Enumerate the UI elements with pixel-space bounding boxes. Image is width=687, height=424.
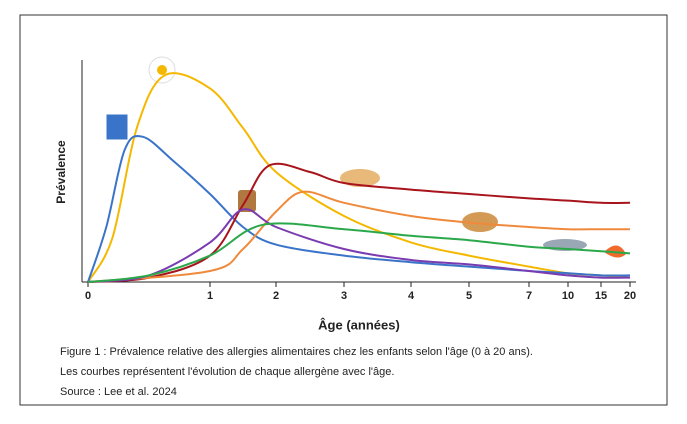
x-tick-label: 15 — [595, 290, 607, 302]
x-tick-label: 5 — [466, 290, 472, 302]
chart: Prévalence Âge (années) Figure 1 : Préva… — [0, 0, 687, 419]
x-tick-label: 10 — [562, 290, 574, 302]
caption-line: Source : Lee et al. 2024 — [60, 386, 177, 398]
x-tick-label: 4 — [408, 290, 415, 302]
egg-yolk — [157, 65, 167, 75]
x-tick-label: 2 — [273, 290, 279, 302]
y-axis-label: Prévalence — [54, 140, 68, 204]
caption-line: Les courbes représentent l'évolution de … — [60, 366, 394, 378]
x-tick-label: 20 — [624, 290, 636, 302]
x-axis-label: Âge (années) — [318, 317, 400, 332]
milk-icon — [106, 114, 128, 140]
x-tick-label: 1 — [207, 290, 213, 302]
x-tick-label: 0 — [85, 290, 91, 302]
x-tick-label: 3 — [341, 290, 347, 302]
caption-line: Figure 1 : Prévalence relative des aller… — [60, 346, 533, 358]
x-tick-label: 7 — [526, 290, 532, 302]
